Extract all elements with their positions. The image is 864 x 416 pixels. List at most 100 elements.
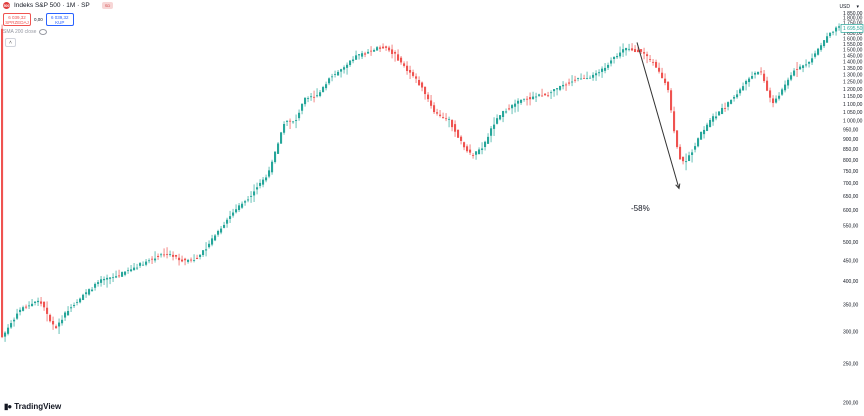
candle-body xyxy=(109,277,112,279)
candle-body xyxy=(418,79,421,86)
price-tick-label: 1 350,00 xyxy=(843,66,863,72)
candle-body xyxy=(820,45,823,50)
price-tick-label: 1 000,00 xyxy=(843,119,863,125)
candle-body xyxy=(640,49,643,52)
chevron-down-icon[interactable]: ▾ xyxy=(856,4,859,10)
candle-body xyxy=(475,151,478,155)
candle-body xyxy=(697,138,700,147)
candle-body xyxy=(628,48,631,50)
candle-body xyxy=(142,264,145,266)
tradingview-logo[interactable]: ▮● TradingView xyxy=(4,402,61,411)
eye-icon[interactable] xyxy=(39,29,48,35)
candle-body xyxy=(676,130,679,148)
candle-body xyxy=(10,323,13,328)
candle-body xyxy=(373,49,376,52)
candle-body xyxy=(58,322,61,327)
candle-body xyxy=(457,129,460,138)
candle-body xyxy=(637,49,640,53)
candle-body xyxy=(127,270,130,272)
candle-body xyxy=(634,49,637,53)
candle-body xyxy=(259,182,262,186)
candle-body xyxy=(544,93,547,96)
candle-body xyxy=(313,96,316,98)
candle-body xyxy=(181,259,184,262)
candle-body xyxy=(292,121,295,123)
indicator-legend[interactable]: SMA 200 close xyxy=(3,29,48,35)
price-tick-label: 1 300,00 xyxy=(843,73,863,79)
collapse-legend-button[interactable]: ˄ xyxy=(5,38,16,47)
candle-body xyxy=(115,276,118,278)
candle-body xyxy=(193,260,196,261)
candle-body xyxy=(343,67,346,70)
symbol-title[interactable]: Indeks S&P 500 · 1M · SP xyxy=(14,2,90,9)
candle-body xyxy=(436,112,439,114)
candle-body xyxy=(361,53,364,57)
candle-body xyxy=(301,103,304,111)
candle-body xyxy=(532,96,535,100)
candle-body xyxy=(403,63,406,66)
brand-name: TradingView xyxy=(14,402,62,411)
price-tick-label: 700,00 xyxy=(843,181,859,187)
candle-body xyxy=(190,259,193,261)
candle-body xyxy=(700,131,703,140)
drawdown-arrow[interactable]: -58% xyxy=(631,42,681,213)
sell-label: SPRZEDAJ xyxy=(5,19,29,25)
currency-selector[interactable]: USD xyxy=(839,4,850,10)
candle-body xyxy=(352,59,355,62)
symbol-header[interactable]: 500 Indeks S&P 500 · 1M · SP SD xyxy=(3,2,114,9)
candle-body xyxy=(784,84,787,91)
candle-body xyxy=(202,250,205,256)
price-tick-label: 650,00 xyxy=(843,194,859,200)
candle-body xyxy=(469,149,472,153)
buy-button[interactable]: 6 039,32 KUP xyxy=(45,13,74,26)
candle-body xyxy=(349,60,352,66)
candle-body xyxy=(736,94,739,98)
candle-body xyxy=(82,294,85,300)
candle-body xyxy=(526,98,529,100)
candle-body xyxy=(4,332,7,337)
candle-body xyxy=(550,92,553,94)
candle-body xyxy=(493,124,496,129)
candle-body xyxy=(691,152,694,155)
candle-body xyxy=(667,81,670,91)
candle-body xyxy=(610,60,613,64)
candle-body xyxy=(97,282,100,284)
candle-body xyxy=(250,195,253,197)
candle-body xyxy=(223,224,226,228)
candle-body xyxy=(790,75,793,80)
candle-body xyxy=(85,292,88,295)
tradingview-mark-icon: ▮● xyxy=(4,402,12,411)
candle-body xyxy=(55,326,58,329)
candle-body xyxy=(559,85,562,90)
candle-body xyxy=(805,64,808,66)
candle-body xyxy=(271,161,274,173)
candle-body xyxy=(553,89,556,92)
candle-body xyxy=(595,73,598,76)
candle-body xyxy=(733,96,736,99)
candle-body xyxy=(340,69,343,72)
candle-body xyxy=(445,118,448,120)
price-tick-label: 1 500,00 xyxy=(843,48,863,54)
candle-body xyxy=(427,94,430,100)
candle-body xyxy=(406,65,409,71)
price-tick-label: 1 150,00 xyxy=(843,94,863,100)
candle-body xyxy=(613,56,616,60)
last-price-tag xyxy=(840,24,864,33)
candle-body xyxy=(508,108,511,110)
candle-body xyxy=(7,327,10,334)
sell-button[interactable]: 6 039,32 SPRZEDAJ xyxy=(3,13,31,26)
drawdown-label: -58% xyxy=(631,204,650,213)
candle-body xyxy=(103,278,106,281)
buy-label: KUP xyxy=(55,19,65,25)
candle-body xyxy=(808,61,811,64)
candle-body xyxy=(781,89,784,95)
candle-body xyxy=(739,89,742,94)
candles[interactable] xyxy=(1,23,841,342)
candle-body xyxy=(184,258,187,261)
price-tick-label: 1 750,00 xyxy=(843,21,863,27)
price-axis[interactable]: 200,00 250,00 300,00 350,00 400,00 450,00 500,… xyxy=(840,0,864,416)
buy-price: 6 039,32 xyxy=(51,14,69,20)
candle-body xyxy=(346,64,349,68)
candle-body xyxy=(382,46,385,49)
